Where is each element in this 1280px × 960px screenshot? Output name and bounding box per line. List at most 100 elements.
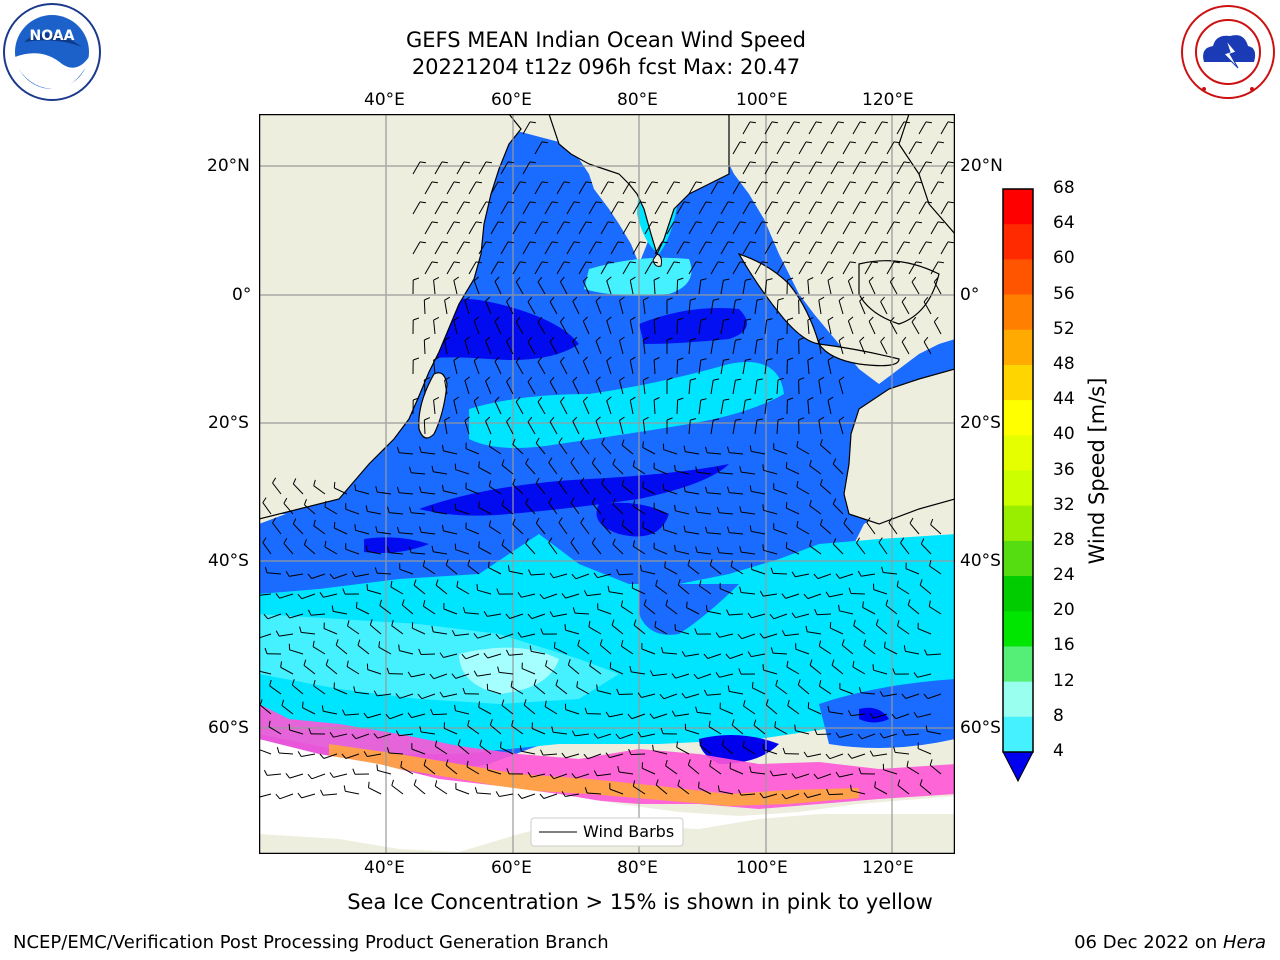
wind-barb (741, 592, 756, 595)
wind-barb-flag (716, 546, 720, 553)
wind-barb-flag (653, 357, 660, 361)
wind-barb-flag (616, 569, 620, 575)
wind-barb-flag (803, 751, 808, 758)
wind-barb (663, 529, 678, 535)
wind-barb (597, 573, 612, 579)
wind-barb-flag (713, 338, 720, 341)
wind-barb-flag (390, 580, 393, 587)
wind-barb-flag (548, 537, 553, 543)
wind-barb-flag (695, 706, 698, 713)
colorbar-segment (1003, 294, 1033, 331)
wind-barb-flag (525, 458, 529, 464)
wind-barb-flag (665, 599, 669, 606)
wind-barb (719, 512, 734, 515)
wind-barb-flag (777, 417, 784, 421)
wind-barb-flag (617, 201, 624, 204)
sea-ice-caption: Sea Ice Concentration > 15% is shown in … (347, 890, 933, 914)
wind-barb-flag (814, 728, 818, 735)
wind-barb-flag (485, 201, 492, 204)
wind-barb (606, 280, 612, 295)
wind-barb (467, 725, 480, 735)
wind-barb (853, 625, 866, 635)
wind-barb (798, 141, 807, 155)
wind-barb-flag (705, 526, 708, 533)
wind-barb-flag (442, 484, 444, 491)
wind-barb (819, 645, 832, 655)
wind-barb (587, 593, 602, 597)
wind-barb (468, 261, 477, 275)
wind-barb-flag (832, 458, 837, 465)
footer-date: 06 Dec 2022 on Hera (1074, 932, 1266, 953)
wind-barb (500, 747, 514, 755)
wind-barb-flag (700, 318, 707, 321)
wind-barb-flag (479, 739, 483, 746)
wind-barb-flag (585, 261, 592, 264)
wind-barb (344, 713, 360, 716)
wind-barb (530, 573, 546, 576)
wind-barb (588, 241, 597, 255)
wind-barb-flag (761, 261, 768, 264)
wind-barb (553, 573, 568, 579)
wind-barb-flag (572, 376, 578, 382)
wind-barb-flag (431, 625, 434, 633)
wind-barb (707, 610, 722, 615)
wind-barb-flag (431, 505, 434, 512)
wind-barb (908, 261, 917, 275)
wind-barb-flag (529, 241, 536, 244)
wind-barb-flag (695, 506, 698, 513)
wind-barb (719, 708, 734, 715)
wind-barb-flag (723, 398, 730, 401)
wind-barb-flag (928, 600, 931, 607)
wind-barb (676, 201, 685, 215)
wind-barb-flag (716, 466, 720, 473)
wind-barb (754, 380, 758, 395)
wind-barb-flag (947, 201, 954, 204)
wind-barb (642, 446, 656, 455)
wind-barb-flag (655, 779, 659, 786)
wind-barb-flag (673, 181, 680, 184)
wind-barb-flag (947, 121, 954, 124)
wind-barb-flag (923, 336, 929, 343)
wind-barb-flag (713, 418, 720, 421)
wind-barb-flag (585, 221, 592, 224)
wind-barb (537, 361, 546, 375)
wind-barb (534, 221, 543, 235)
wind-barb-flag (515, 316, 521, 323)
wind-barb (841, 644, 854, 655)
wind-barb (786, 121, 795, 135)
wind-barb (423, 299, 426, 315)
wind-barb (522, 121, 531, 135)
wind-barb-flag (756, 418, 763, 421)
wind-barb (720, 360, 724, 375)
wind-barb (740, 793, 756, 796)
wind-barb (889, 281, 898, 295)
wind-barb (420, 653, 436, 655)
wind-barb (653, 319, 656, 335)
wind-barb (453, 400, 458, 415)
wind-barb (808, 707, 822, 715)
wind-barb (367, 753, 382, 757)
wind-barb (260, 633, 272, 639)
wind-barbs-legend (530, 817, 684, 847)
wind-barb (489, 525, 502, 535)
wind-barb (549, 421, 558, 435)
wind-barb (920, 543, 932, 555)
wind-barb (543, 793, 558, 799)
wind-barb (466, 766, 480, 775)
wind-barb (301, 631, 316, 635)
wind-barb-flag (863, 639, 867, 646)
wind-barb (292, 523, 304, 535)
colorbar-segment (1003, 540, 1033, 577)
wind-barb-flag (519, 261, 526, 264)
wind-barb-flag (549, 296, 555, 303)
wind-barb-flag (781, 593, 787, 599)
wind-barb (413, 584, 426, 595)
wind-barb (751, 653, 766, 658)
wind-barb (521, 793, 536, 799)
wind-barb-flag (871, 261, 878, 264)
wind-barb-flag (485, 376, 491, 382)
wind-barb (642, 300, 646, 315)
wind-barb (728, 613, 744, 616)
wind-barb (456, 201, 465, 215)
wind-barb-flag (775, 679, 778, 686)
